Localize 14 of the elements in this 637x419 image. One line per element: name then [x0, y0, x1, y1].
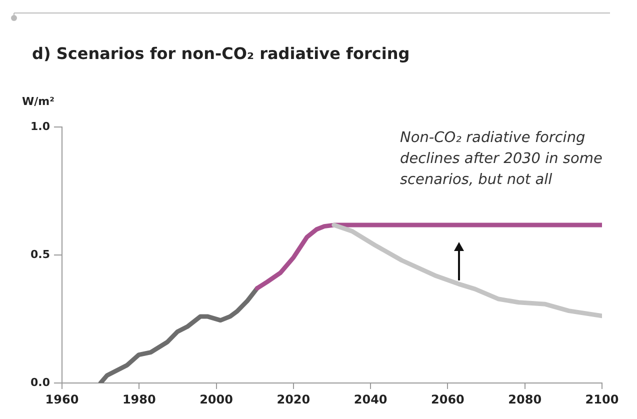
x-tick-label: 2020: [276, 392, 310, 406]
annotation: Non-CO₂ radiative forcing declines after 2030 in some scenarios, but not all: [400, 129, 604, 190]
y-axis-title: W/m²: [22, 95, 54, 108]
y-tick-label: 1.0: [30, 120, 50, 133]
x-tick-label: 2080: [508, 392, 542, 406]
x-tick-label: 1960: [45, 392, 79, 406]
x-tick-label: 2060: [431, 392, 464, 406]
x-tick-label: 2000: [200, 392, 233, 406]
x-tick-label: 2040: [354, 392, 388, 406]
chart-title: d) Scenarios for non-CO₂ radiative forcing: [32, 44, 410, 63]
y-tick-label: 0.5: [30, 248, 50, 261]
x-tick-label: 2100: [585, 392, 619, 406]
y-tick-label: 0.0: [30, 376, 50, 389]
x-tick-label: 1980: [122, 392, 156, 406]
